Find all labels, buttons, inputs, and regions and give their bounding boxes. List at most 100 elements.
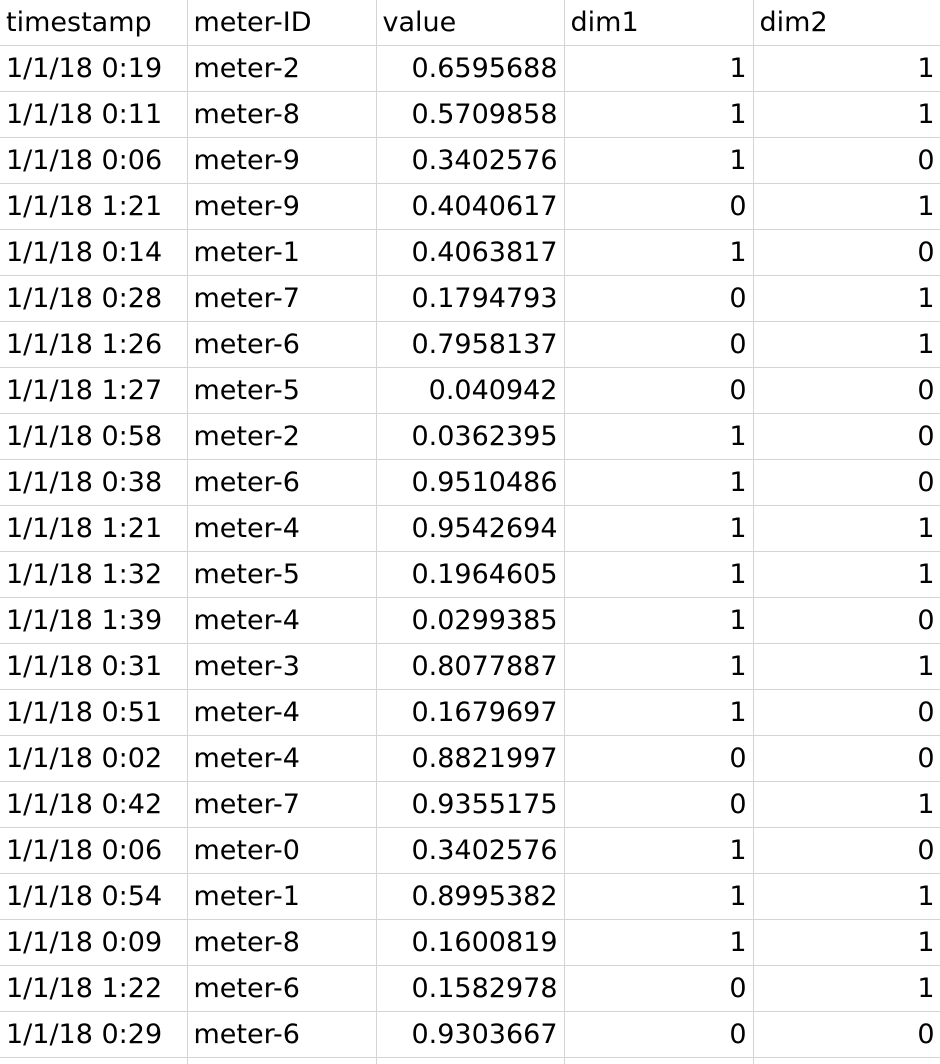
cell-value[interactable]: 0.4040617 [376,183,565,230]
cell-timestamp[interactable]: 1/1/18 1:21 [0,505,188,552]
cell-value[interactable]: 0.1600819 [376,919,565,966]
cell-dim2[interactable]: 1 [753,965,940,1012]
cell-meter-id[interactable]: meter-8 [187,91,377,138]
cell-timestamp[interactable]: 1/1/18 1:22 [0,965,188,1012]
cell-timestamp[interactable]: 1/1/18 0:58 [0,413,188,460]
cell-meter-id[interactable]: meter-2 [187,413,377,460]
header-cell-value[interactable]: value [376,0,565,46]
cell-dim1[interactable]: 0 [564,183,754,230]
cell-dim2[interactable]: 0 [753,229,940,276]
cell-dim2[interactable]: 0 [753,413,940,460]
cell-empty[interactable] [376,1057,565,1064]
cell-meter-id[interactable]: meter-2 [187,45,377,92]
cell-dim2[interactable]: 1 [753,505,940,552]
cell-meter-id[interactable]: meter-4 [187,735,377,782]
cell-timestamp[interactable]: 1/1/18 0:42 [0,781,188,828]
cell-value[interactable]: 0.040942 [376,367,565,414]
cell-timestamp[interactable]: 1/1/18 0:02 [0,735,188,782]
cell-timestamp[interactable]: 1/1/18 0:14 [0,229,188,276]
cell-dim1[interactable]: 1 [564,597,754,644]
cell-dim1[interactable]: 0 [564,275,754,322]
cell-meter-id[interactable]: meter-9 [187,137,377,184]
cell-timestamp[interactable]: 1/1/18 0:29 [0,1011,188,1058]
cell-dim1[interactable]: 0 [564,965,754,1012]
cell-value[interactable]: 0.0362395 [376,413,565,460]
cell-dim2[interactable]: 1 [753,321,940,368]
cell-dim1[interactable]: 0 [564,781,754,828]
cell-dim2[interactable]: 0 [753,827,940,874]
cell-value[interactable]: 0.6595688 [376,45,565,92]
cell-dim1[interactable]: 0 [564,1011,754,1058]
cell-timestamp[interactable]: 1/1/18 1:27 [0,367,188,414]
cell-timestamp[interactable]: 1/1/18 0:54 [0,873,188,920]
cell-timestamp[interactable]: 1/1/18 0:28 [0,275,188,322]
cell-value[interactable]: 0.8821997 [376,735,565,782]
cell-value[interactable]: 0.3402576 [376,827,565,874]
cell-timestamp[interactable]: 1/1/18 0:51 [0,689,188,736]
cell-dim2[interactable]: 1 [753,873,940,920]
cell-timestamp[interactable]: 1/1/18 0:11 [0,91,188,138]
cell-value[interactable]: 0.3402576 [376,137,565,184]
cell-value[interactable]: 0.1964605 [376,551,565,598]
cell-value[interactable]: 0.8995382 [376,873,565,920]
cell-meter-id[interactable]: meter-8 [187,919,377,966]
cell-dim1[interactable]: 1 [564,91,754,138]
cell-empty[interactable] [753,1057,940,1064]
cell-meter-id[interactable]: meter-6 [187,459,377,506]
cell-dim2[interactable]: 0 [753,597,940,644]
cell-dim2[interactable]: 1 [753,781,940,828]
cell-meter-id[interactable]: meter-6 [187,1011,377,1058]
header-cell-meter-id[interactable]: meter-ID [187,0,377,46]
header-cell-dim2[interactable]: dim2 [753,0,940,46]
cell-timestamp[interactable]: 1/1/18 0:09 [0,919,188,966]
cell-dim2[interactable]: 0 [753,1011,940,1058]
cell-meter-id[interactable]: meter-1 [187,873,377,920]
cell-timestamp[interactable]: 1/1/18 0:19 [0,45,188,92]
cell-empty[interactable] [0,1057,188,1064]
cell-meter-id[interactable]: meter-4 [187,505,377,552]
cell-value[interactable]: 0.0299385 [376,597,565,644]
cell-dim1[interactable]: 1 [564,45,754,92]
cell-dim1[interactable]: 0 [564,735,754,782]
cell-dim1[interactable]: 1 [564,551,754,598]
cell-value[interactable]: 0.9510486 [376,459,565,506]
cell-value[interactable]: 0.4063817 [376,229,565,276]
cell-dim1[interactable]: 1 [564,505,754,552]
cell-dim1[interactable]: 1 [564,689,754,736]
cell-meter-id[interactable]: meter-3 [187,643,377,690]
cell-value[interactable]: 0.7958137 [376,321,565,368]
cell-dim1[interactable]: 0 [564,367,754,414]
cell-dim2[interactable]: 1 [753,183,940,230]
cell-dim1[interactable]: 1 [564,827,754,874]
cell-dim2[interactable]: 0 [753,459,940,506]
cell-dim1[interactable]: 1 [564,229,754,276]
cell-dim2[interactable]: 1 [753,275,940,322]
cell-timestamp[interactable]: 1/1/18 0:06 [0,137,188,184]
cell-value[interactable]: 0.9542694 [376,505,565,552]
cell-dim1[interactable]: 1 [564,919,754,966]
header-cell-timestamp[interactable]: timestamp [0,0,188,46]
cell-meter-id[interactable]: meter-7 [187,275,377,322]
cell-timestamp[interactable]: 1/1/18 0:31 [0,643,188,690]
cell-value[interactable]: 0.1679697 [376,689,565,736]
cell-timestamp[interactable]: 1/1/18 0:38 [0,459,188,506]
cell-meter-id[interactable]: meter-9 [187,183,377,230]
cell-meter-id[interactable]: meter-6 [187,965,377,1012]
cell-meter-id[interactable]: meter-4 [187,597,377,644]
cell-value[interactable]: 0.8077887 [376,643,565,690]
cell-value[interactable]: 0.9355175 [376,781,565,828]
cell-meter-id[interactable]: meter-6 [187,321,377,368]
cell-value[interactable]: 0.9303667 [376,1011,565,1058]
cell-timestamp[interactable]: 1/1/18 1:26 [0,321,188,368]
cell-meter-id[interactable]: meter-1 [187,229,377,276]
cell-timestamp[interactable]: 1/1/18 0:06 [0,827,188,874]
cell-meter-id[interactable]: meter-4 [187,689,377,736]
cell-dim2[interactable]: 0 [753,367,940,414]
cell-dim2[interactable]: 0 [753,137,940,184]
cell-dim2[interactable]: 0 [753,689,940,736]
cell-meter-id[interactable]: meter-5 [187,367,377,414]
cell-dim2[interactable]: 0 [753,735,940,782]
cell-value[interactable]: 0.5709858 [376,91,565,138]
cell-dim1[interactable]: 1 [564,137,754,184]
cell-timestamp[interactable]: 1/1/18 1:39 [0,597,188,644]
